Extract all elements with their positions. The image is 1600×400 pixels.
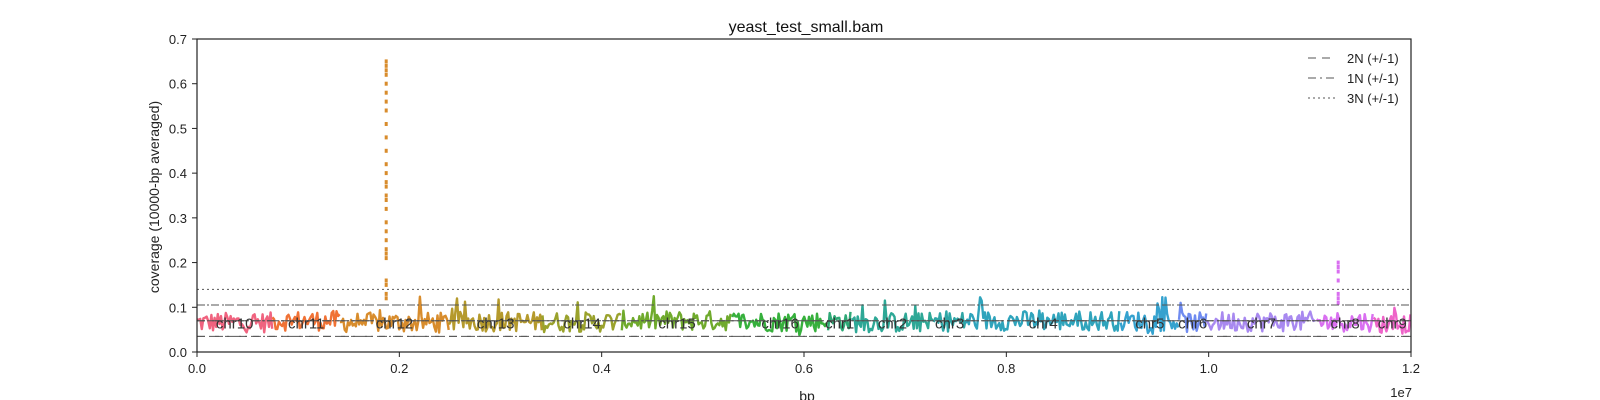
peak-point-chr12-11 (384, 162, 388, 167)
peak-point-chr8-0 (1336, 260, 1340, 265)
coverage-trace-chr11 (271, 309, 341, 332)
legend-label-dashdot: 1N (+/-1) (1347, 71, 1399, 86)
x-tick-label: 0.2 (390, 361, 408, 376)
peak-point-chr12-0 (384, 59, 388, 64)
legend-label-dashed: 2N (+/-1) (1347, 51, 1399, 66)
y-tick-label: 0.6 (169, 77, 187, 92)
peak-point-chr8-4 (1336, 291, 1340, 296)
chromosome-label-chr1: chr1 (825, 315, 854, 332)
peak-point-chr12-20 (384, 238, 388, 243)
x-axis-ticks: 0.0 0.2 0.4 0.6 0.8 1.0 1.2 (188, 352, 1420, 376)
chromosome-label-chr5: chr5 (1135, 315, 1164, 332)
peak-point-chr12-3 (384, 72, 388, 77)
peak-point-chr12-26 (384, 291, 388, 296)
x-tick-label: 0.8 (997, 361, 1015, 376)
coverage-trace-chr4 (964, 296, 1121, 332)
peak-point-chr12-24 (384, 278, 388, 283)
coverage-trace-chr8 (1315, 312, 1374, 333)
x-tick-label: 1.0 (1200, 361, 1218, 376)
peak-point-chr12-2 (384, 68, 388, 73)
peak-point-chr12-27 (384, 296, 388, 301)
peak-point-chr12-15 (384, 193, 388, 198)
peak-point-chr12-4 (384, 81, 388, 86)
coverage-trace-chr10 (196, 311, 274, 334)
coverage-trace-chr6 (1177, 301, 1208, 334)
coverage-trace-chr3 (932, 310, 967, 333)
x-axis-offset: 1e7 (1390, 385, 1412, 400)
chromosome-labels: chr10 chr11 chr12 chr13 chr14 chr15 chr16 chr1 c… (216, 315, 1407, 332)
chromosome-label-chr2: chr2 (878, 315, 907, 332)
chromosome-label-chr16: chr16 (761, 315, 799, 332)
chromosome-label-chr8: chr8 (1331, 315, 1360, 332)
x-axis-label: bp (799, 388, 815, 400)
peak-point-chr8-5 (1336, 296, 1340, 301)
y-tick-label: 0.7 (169, 32, 187, 47)
chromosome-label-chr12: chr12 (376, 315, 414, 332)
x-tick-label: 0.0 (188, 361, 206, 376)
legend-label-dotted: 3N (+/-1) (1347, 91, 1399, 106)
peak-point-chr12-14 (384, 184, 388, 189)
peak-point-chr12-18 (384, 220, 388, 225)
coverage-trace-chr12 (339, 295, 450, 334)
peak-point-chr12-8 (384, 122, 388, 126)
chromosome-label-chr15: chr15 (658, 315, 696, 332)
peak-point-chr12-12 (384, 171, 388, 176)
y-axis-label: coverage (10000-bp averaged) (146, 101, 162, 293)
chromosome-label-chr3: chr3 (935, 315, 964, 332)
coverage-trace-chr14 (541, 301, 622, 334)
coverage-trace-chr2 (851, 299, 934, 334)
peak-point-chr8-3 (1336, 278, 1340, 283)
peak-point-chr12-16 (384, 198, 388, 202)
x-tick-label: 1.2 (1402, 361, 1420, 376)
peak-point-chr8-6 (1336, 300, 1340, 305)
peak-point-chr12-13 (384, 180, 388, 185)
chromosome-label-chr10: chr10 (216, 315, 254, 332)
coverage-trace-chr9 (1372, 306, 1412, 335)
peak-point-chr12-17 (384, 206, 388, 211)
coverage-trace-chr16 (731, 312, 828, 337)
peak-point-chr12-22 (384, 251, 388, 256)
peak-point-chr12-7 (384, 108, 388, 113)
chromosome-label-chr13: chr13 (477, 315, 515, 332)
y-tick-label: 0.3 (169, 211, 187, 226)
peak-point-chr8-1 (1336, 265, 1340, 269)
chromosome-label-chr9: chr9 (1378, 315, 1407, 332)
peak-point-chr12-1 (384, 63, 388, 68)
peak-point-chr12-21 (384, 247, 388, 252)
legend: 2N (+/-1) 1N (+/-1) 3N (+/-1) (1308, 51, 1399, 106)
y-tick-label: 0.4 (169, 166, 187, 181)
chromosome-label-chr14: chr14 (563, 315, 601, 332)
y-tick-label: 0.0 (169, 345, 187, 360)
peak-point-chr12-19 (384, 229, 388, 234)
y-tick-label: 0.5 (169, 121, 187, 136)
peak-point-chr12-25 (384, 282, 388, 287)
peak-point-chr12-6 (384, 99, 388, 104)
y-tick-label: 0.1 (169, 300, 187, 315)
peak-point-chr12-9 (384, 135, 388, 140)
peak-point-chr8-2 (1336, 269, 1340, 274)
y-axis-ticks: 0.0 0.1 0.2 0.3 0.4 0.5 0.6 0.7 (169, 32, 197, 360)
chromosome-label-chr7: chr7 (1247, 315, 1276, 332)
chromosome-label-chr4: chr4 (1029, 315, 1058, 332)
chart-title: yeast_test_small.bam (729, 19, 884, 36)
x-tick-label: 0.6 (795, 361, 813, 376)
coverage-trace-chr13 (447, 297, 543, 333)
y-tick-label: 0.2 (169, 256, 187, 271)
peak-point-chr12-5 (384, 90, 388, 95)
chromosome-label-chr6: chr6 (1178, 315, 1207, 332)
chromosome-label-chr11: chr11 (288, 315, 324, 332)
x-tick-label: 0.4 (593, 361, 611, 376)
reference-lines (197, 288, 1411, 353)
peak-point-chr12-10 (384, 148, 388, 153)
data-points (384, 59, 1340, 305)
peak-point-chr12-23 (384, 256, 388, 261)
